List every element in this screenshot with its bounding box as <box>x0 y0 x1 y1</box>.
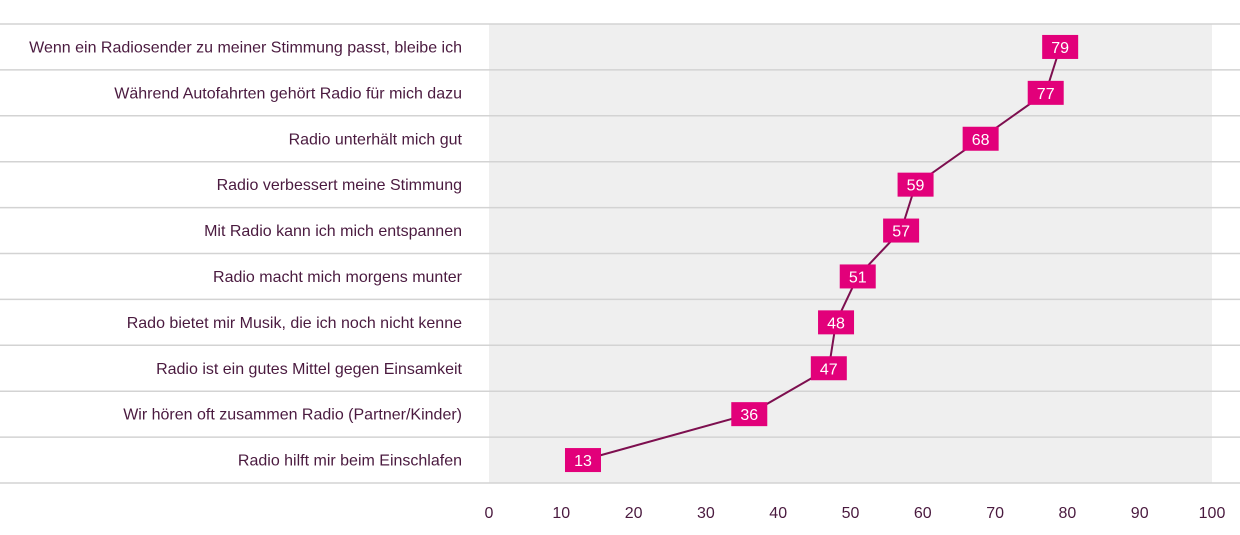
data-point: 57 <box>883 218 920 243</box>
data-label: 77 <box>1037 86 1055 103</box>
x-tick-label: 100 <box>1199 505 1226 522</box>
data-label: 51 <box>849 269 867 286</box>
data-label: 13 <box>574 453 592 470</box>
data-point-marker <box>731 402 768 427</box>
data-point: 68 <box>962 126 999 151</box>
x-axis-ticks: 0 10 20 30 40 50 60 70 80 90 100 <box>485 505 1226 522</box>
x-tick-label: 50 <box>842 505 860 522</box>
category-label: Radio verbessert meine Stimmung <box>217 177 462 194</box>
data-point-marker <box>818 310 855 335</box>
data-label: 59 <box>907 178 925 195</box>
category-label: Mit Radio kann ich mich entspannen <box>204 223 462 240</box>
x-tick-label: 30 <box>697 505 715 522</box>
data-point: 51 <box>839 264 876 289</box>
category-label: Wenn ein Radiosender zu meiner Stimmung … <box>29 39 462 56</box>
data-point-marker <box>1042 34 1079 59</box>
category-label: Rado bietet mir Musik, die ich noch nich… <box>127 315 462 332</box>
x-tick-label: 80 <box>1059 505 1077 522</box>
data-point: 47 <box>810 356 847 381</box>
data-point: 36 <box>731 402 768 427</box>
category-labels: Wenn ein Radiosender zu meiner Stimmung … <box>29 39 463 469</box>
category-label: Radio ist ein gutes Mittel gegen Einsamk… <box>156 361 462 378</box>
category-label: Wir hören oft zusammen Radio (Partner/Ki… <box>123 407 462 424</box>
data-point: 13 <box>564 448 601 473</box>
data-point-marker <box>1027 80 1064 105</box>
x-tick-label: 40 <box>769 505 787 522</box>
data-point-marker <box>883 218 920 243</box>
x-tick-label: 90 <box>1131 505 1149 522</box>
data-label: 47 <box>820 361 838 378</box>
category-label: Radio macht mich morgens munter <box>213 269 463 286</box>
data-label: 57 <box>892 224 910 241</box>
x-tick-label: 60 <box>914 505 932 522</box>
series-line <box>582 46 1062 462</box>
category-label: Radio hilft mir beim Einschlafen <box>238 453 462 470</box>
data-point-marker <box>839 264 876 289</box>
x-tick-label: 0 <box>485 505 494 522</box>
data-label: 36 <box>740 407 758 424</box>
x-tick-label: 20 <box>625 505 643 522</box>
category-label: Radio unterhält mich gut <box>289 131 463 148</box>
category-label: Während Autofahrten gehört Radio für mic… <box>114 85 462 102</box>
data-point-marker <box>897 172 934 197</box>
data-label: 79 <box>1051 40 1069 57</box>
data-point: 59 <box>897 172 934 197</box>
data-label: 68 <box>972 132 990 149</box>
x-tick-label: 70 <box>986 505 1004 522</box>
data-point-marker <box>810 356 847 381</box>
data-point-marker <box>962 126 999 151</box>
data-point: 79 <box>1042 34 1079 59</box>
x-tick-label: 10 <box>552 505 570 522</box>
data-label: 48 <box>827 315 845 332</box>
data-points: 79 77 68 59 57 51 48 47 36 13 <box>564 34 1079 473</box>
data-point: 77 <box>1027 80 1064 105</box>
row-separators <box>0 23 1240 484</box>
data-point: 48 <box>818 310 855 335</box>
data-point-marker <box>564 448 601 473</box>
